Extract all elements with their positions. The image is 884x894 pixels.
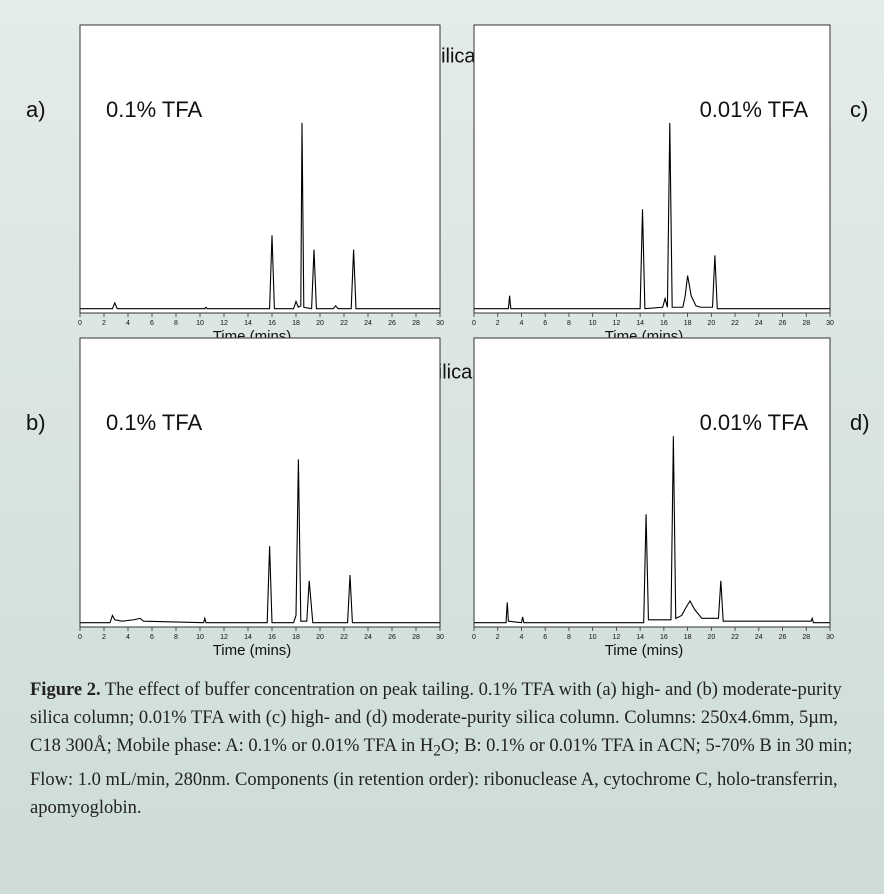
- x-tick-label: 30: [826, 634, 834, 641]
- x-axis-label: Time (mins): [213, 642, 292, 659]
- x-tick-label: 22: [731, 320, 739, 327]
- x-tick-label: 0: [472, 320, 476, 327]
- x-tick-label: 30: [436, 320, 444, 327]
- x-tick-label: 14: [244, 634, 252, 641]
- x-tick-label: 26: [779, 634, 787, 641]
- x-tick-label: 8: [174, 634, 178, 641]
- x-tick-label: 14: [244, 320, 252, 327]
- x-tick-label: 6: [150, 320, 154, 327]
- x-tick-label: 16: [660, 634, 668, 641]
- x-tick-label: 10: [196, 634, 204, 641]
- x-tick-label: 30: [826, 320, 834, 327]
- chromatogram-line: [474, 122, 830, 310]
- panel-label: d): [850, 410, 870, 435]
- chromatogram-line: [474, 436, 830, 624]
- x-tick-label: 2: [102, 320, 106, 327]
- panel-label: b): [26, 410, 46, 435]
- x-tick-label: 20: [316, 320, 324, 327]
- annotation: 0.1% TFA: [106, 97, 203, 122]
- annotation: 0.01% TFA: [700, 97, 809, 122]
- caption-subscript: 2: [433, 742, 441, 760]
- x-tick-label: 10: [589, 320, 597, 327]
- x-tick-label: 0: [78, 320, 82, 327]
- annotation: 0.1% TFA: [106, 410, 203, 435]
- x-tick-label: 14: [636, 320, 644, 327]
- x-tick-label: 4: [520, 634, 524, 641]
- chromatogram-line: [80, 459, 440, 624]
- x-tick-label: 12: [220, 634, 228, 641]
- x-tick-label: 28: [412, 320, 420, 327]
- x-tick-label: 2: [496, 320, 500, 327]
- x-tick-label: 6: [150, 634, 154, 641]
- x-tick-label: 20: [707, 634, 715, 641]
- x-tick-label: 18: [292, 320, 300, 327]
- x-tick-label: 16: [660, 320, 668, 327]
- caption-label: Figure 2.: [30, 680, 101, 700]
- x-tick-label: 18: [684, 634, 692, 641]
- x-tick-label: 0: [78, 634, 82, 641]
- chromatogram-line: [80, 122, 440, 310]
- x-tick-label: 22: [340, 320, 348, 327]
- x-tick-label: 4: [126, 320, 130, 327]
- caption: Figure 2. The effect of buffer concentra…: [30, 676, 860, 822]
- x-tick-label: 2: [496, 634, 500, 641]
- x-tick-label: 22: [731, 634, 739, 641]
- x-tick-label: 26: [388, 320, 396, 327]
- plot-frame: [473, 337, 831, 628]
- figure: High Purity Silica - ACE 300Å Moderate P…: [26, 24, 870, 659]
- x-tick-label: 24: [755, 634, 763, 641]
- panel-label: c): [850, 97, 868, 122]
- x-axis-label: Time (mins): [605, 642, 684, 659]
- x-tick-label: 22: [340, 634, 348, 641]
- x-tick-label: 10: [196, 320, 204, 327]
- x-tick-label: 6: [543, 320, 547, 327]
- x-tick-label: 18: [684, 320, 692, 327]
- plot-frame: [79, 337, 441, 628]
- x-tick-label: 20: [707, 320, 715, 327]
- x-tick-label: 8: [174, 320, 178, 327]
- x-tick-label: 4: [126, 634, 130, 641]
- x-tick-label: 30: [436, 634, 444, 641]
- x-tick-label: 2: [102, 634, 106, 641]
- x-tick-label: 24: [364, 320, 372, 327]
- x-tick-label: 12: [220, 320, 228, 327]
- caption-text: O; B: 0.1% or 0.01% TFA in ACN; 5-70% B …: [30, 736, 853, 818]
- x-tick-label: 28: [412, 634, 420, 641]
- x-tick-label: 14: [636, 634, 644, 641]
- x-tick-label: 26: [779, 320, 787, 327]
- x-tick-label: 8: [567, 320, 571, 327]
- annotation: 0.01% TFA: [700, 410, 809, 435]
- x-tick-label: 24: [755, 320, 763, 327]
- panel-label: a): [26, 97, 46, 122]
- x-tick-label: 12: [613, 634, 621, 641]
- x-tick-label: 18: [292, 634, 300, 641]
- plot-frame: [473, 24, 831, 314]
- plot-frame: [79, 24, 441, 314]
- x-tick-label: 0: [472, 634, 476, 641]
- caption-text: The effect of buffer concentration on pe…: [30, 680, 842, 756]
- x-tick-label: 28: [802, 634, 810, 641]
- x-tick-label: 16: [268, 634, 276, 641]
- x-tick-label: 16: [268, 320, 276, 327]
- x-tick-label: 4: [520, 320, 524, 327]
- x-tick-label: 28: [802, 320, 810, 327]
- x-tick-label: 10: [589, 634, 597, 641]
- x-tick-label: 24: [364, 634, 372, 641]
- x-tick-label: 20: [316, 634, 324, 641]
- x-tick-label: 6: [543, 634, 547, 641]
- x-tick-label: 12: [613, 320, 621, 327]
- x-tick-label: 26: [388, 634, 396, 641]
- x-tick-label: 8: [567, 634, 571, 641]
